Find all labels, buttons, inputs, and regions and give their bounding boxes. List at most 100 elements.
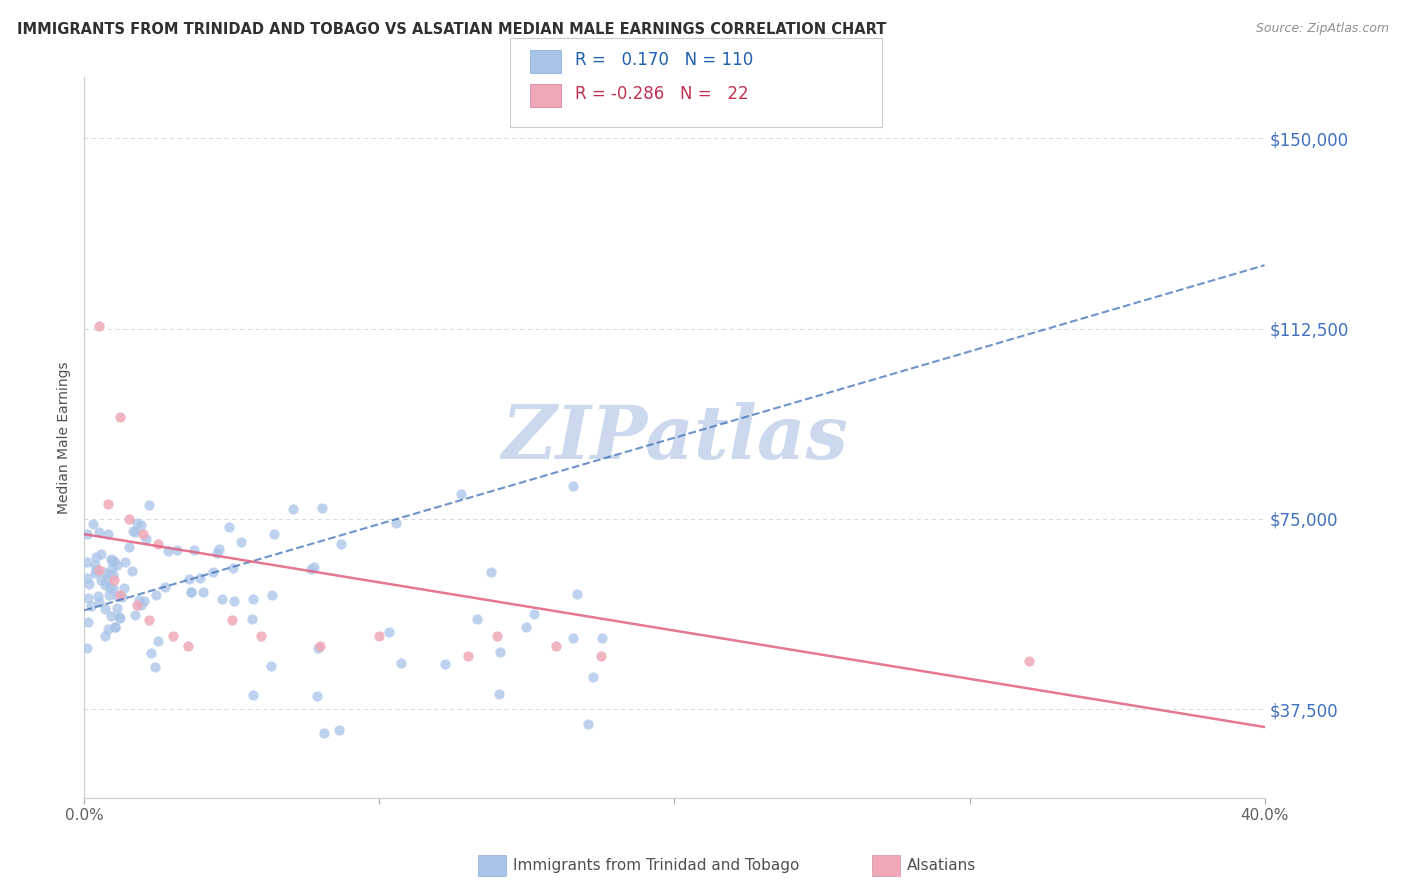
Point <box>84 550 107 565</box>
Point <box>103 554 125 568</box>
Point <box>84 563 107 577</box>
Point <box>138 614 160 628</box>
Point <box>89 319 111 334</box>
Text: IMMIGRANTS FROM TRINIDAD AND TOBAGO VS ALSATIAN MEDIAN MALE EARNINGS CORRELATION: IMMIGRANTS FROM TRINIDAD AND TOBAGO VS A… <box>17 22 886 37</box>
Point <box>546 639 568 653</box>
Point <box>114 555 136 569</box>
Point <box>122 524 145 538</box>
Point <box>100 551 122 566</box>
Point <box>180 585 202 599</box>
Point <box>179 572 201 586</box>
Point <box>104 620 127 634</box>
Point <box>76 641 98 656</box>
Point <box>368 629 391 643</box>
Point <box>145 588 167 602</box>
Point <box>385 516 408 530</box>
Point <box>156 543 179 558</box>
Point <box>94 629 117 643</box>
Point <box>329 537 352 551</box>
Point <box>488 645 510 659</box>
Point <box>94 574 117 588</box>
Point <box>135 532 157 546</box>
Point <box>562 479 585 493</box>
Text: R =   0.170   N = 110: R = 0.170 N = 110 <box>575 51 754 69</box>
Point <box>127 516 149 530</box>
Point <box>302 560 325 574</box>
Point <box>486 629 509 643</box>
Point <box>134 594 156 608</box>
Text: Alsatians: Alsatians <box>907 858 976 872</box>
Point <box>465 612 488 626</box>
Point <box>104 620 127 634</box>
Point <box>389 656 412 670</box>
Point <box>281 502 304 516</box>
Point <box>124 524 146 539</box>
Text: R = -0.286   N =   22: R = -0.286 N = 22 <box>575 85 748 103</box>
Point <box>488 687 510 701</box>
Point <box>515 620 537 634</box>
Point <box>105 558 128 572</box>
Point <box>90 574 112 588</box>
Point <box>162 629 184 643</box>
Point <box>562 631 585 645</box>
Point <box>479 566 502 580</box>
Point <box>93 565 115 579</box>
Point <box>138 498 160 512</box>
Point <box>307 640 329 655</box>
Point <box>309 639 332 653</box>
Point <box>242 591 264 606</box>
Point <box>378 625 401 640</box>
Point <box>129 598 152 612</box>
Point <box>242 688 264 702</box>
Point <box>591 631 613 645</box>
Point <box>188 571 211 585</box>
Point <box>576 717 599 731</box>
Point <box>211 591 233 606</box>
Point <box>191 584 214 599</box>
Point <box>221 614 243 628</box>
Point <box>108 588 131 602</box>
Point <box>121 564 143 578</box>
Point <box>565 587 588 601</box>
Point <box>90 547 112 561</box>
Point <box>124 607 146 622</box>
Point <box>328 723 350 737</box>
Point <box>180 585 202 599</box>
Point <box>1018 654 1040 668</box>
Point <box>141 646 163 660</box>
Point <box>208 541 231 556</box>
Point <box>450 487 472 501</box>
Point <box>166 543 188 558</box>
Point <box>229 535 252 549</box>
Point <box>105 601 128 615</box>
Point <box>108 611 131 625</box>
Point <box>127 598 149 612</box>
Point <box>153 580 176 594</box>
Text: Source: ZipAtlas.com: Source: ZipAtlas.com <box>1256 22 1389 36</box>
Point <box>93 602 115 616</box>
Point <box>103 573 125 587</box>
Point <box>82 516 104 531</box>
Point <box>117 512 139 526</box>
Point <box>97 588 120 602</box>
Point <box>582 670 605 684</box>
Point <box>143 660 166 674</box>
Point <box>89 563 111 577</box>
Point <box>97 527 120 541</box>
Point <box>260 658 283 673</box>
Point <box>128 593 150 607</box>
Point <box>111 590 134 604</box>
Point <box>218 520 240 534</box>
Point <box>433 657 456 671</box>
Point <box>80 599 103 613</box>
Point <box>83 558 105 573</box>
Point <box>201 565 224 579</box>
Point <box>76 555 98 569</box>
Point <box>146 633 169 648</box>
Text: ZIPatlas: ZIPatlas <box>501 401 848 474</box>
Point <box>129 517 152 532</box>
Point <box>250 629 273 643</box>
Point <box>240 612 263 626</box>
Point <box>101 567 124 582</box>
Point <box>222 560 245 574</box>
